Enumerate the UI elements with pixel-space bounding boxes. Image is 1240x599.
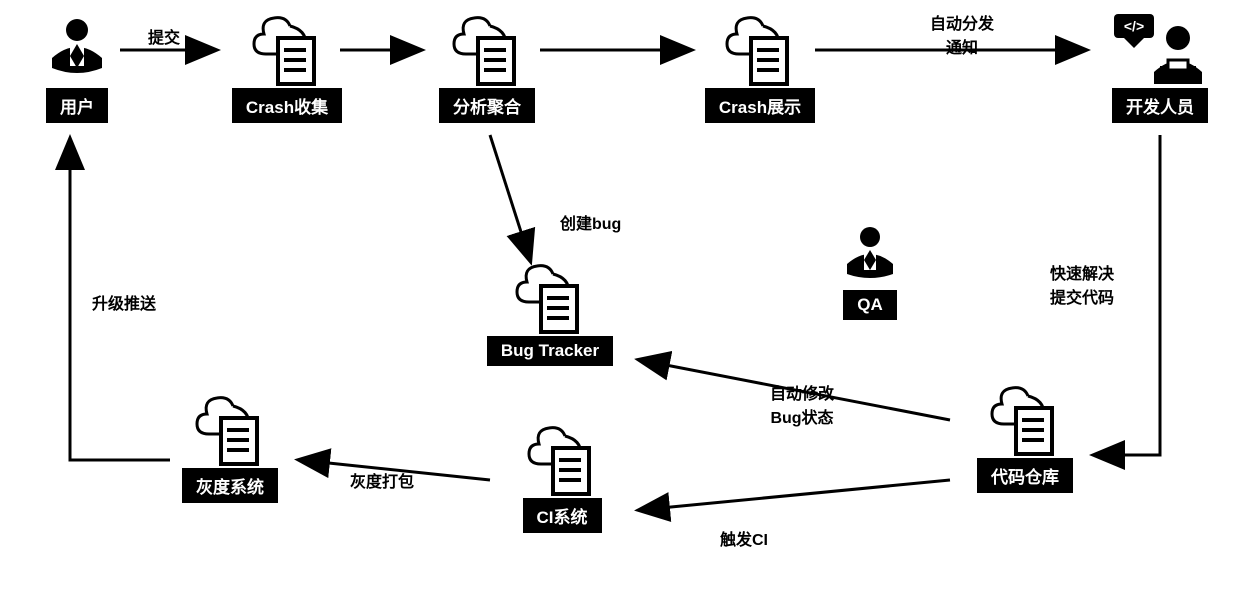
- edge-label: 提交: [148, 24, 180, 48]
- node-user: 用户: [32, 10, 122, 123]
- edge-label: 自动分发 通知: [930, 10, 994, 58]
- dev-person-icon: </>: [1110, 10, 1210, 88]
- edge-label: 触发CI: [720, 526, 768, 550]
- server-cloud-icon: [244, 10, 330, 88]
- server-cloud-icon: [519, 420, 605, 498]
- node-developer: </> 开发人员: [1100, 10, 1220, 123]
- person-icon: [841, 220, 899, 290]
- node-label: CI系统: [523, 498, 602, 533]
- server-cloud-icon: [717, 10, 803, 88]
- node-label: 分析聚合: [439, 88, 535, 123]
- node-bugtracker: Bug Tracker: [480, 258, 620, 366]
- node-label: 开发人员: [1112, 88, 1208, 123]
- edge-label: 创建bug: [560, 210, 621, 234]
- node-label: Crash收集: [232, 88, 342, 123]
- server-cloud-icon: [444, 10, 530, 88]
- person-icon: [46, 10, 108, 88]
- node-label: 灰度系统: [182, 468, 278, 503]
- svg-text:</>: </>: [1124, 18, 1144, 34]
- edge-label: 自动修改 Bug状态: [770, 380, 834, 428]
- node-gray-system: 灰度系统: [170, 390, 290, 503]
- node-label: Bug Tracker: [487, 336, 613, 366]
- node-analysis: 分析聚合: [432, 10, 542, 123]
- node-label: 代码仓库: [977, 458, 1073, 493]
- server-cloud-icon: [187, 390, 273, 468]
- node-label: QA: [843, 290, 897, 320]
- node-qa: QA: [830, 220, 910, 320]
- server-cloud-icon: [982, 380, 1068, 458]
- node-crash-collect: Crash收集: [232, 10, 342, 123]
- edge-label: 快速解决 提交代码: [1050, 260, 1114, 308]
- node-label: 用户: [46, 88, 108, 123]
- edge-label: 灰度打包: [350, 468, 414, 492]
- server-cloud-icon: [507, 258, 593, 336]
- node-ci: CI系统: [502, 420, 622, 533]
- node-code-repo: 代码仓库: [960, 380, 1090, 493]
- node-crash-display: Crash展示: [700, 10, 820, 123]
- edge-label: 升级推送: [92, 290, 156, 314]
- node-label: Crash展示: [705, 88, 815, 123]
